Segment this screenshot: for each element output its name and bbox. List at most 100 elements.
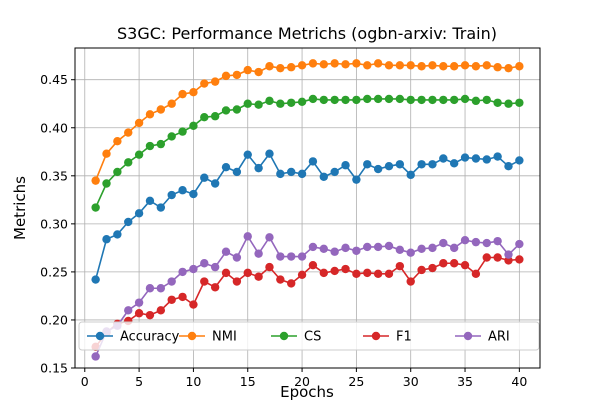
data-point <box>124 158 133 167</box>
data-point <box>319 172 328 181</box>
data-point <box>406 248 415 257</box>
series-line <box>94 98 520 208</box>
data-point <box>428 160 437 169</box>
data-point <box>210 112 220 121</box>
legend-box <box>78 321 540 351</box>
data-point <box>178 292 187 302</box>
data-point <box>373 94 383 104</box>
chart-title: S3GC: Performance Metrichs (ogbn-arxiv: … <box>117 24 497 43</box>
data-point <box>102 235 111 244</box>
legend-item: NMI <box>179 330 237 345</box>
legend-item: CS <box>271 330 321 345</box>
data-point <box>515 255 524 264</box>
data-point <box>265 96 274 106</box>
y-tick-label: 0.35 <box>40 168 68 183</box>
legend-marker <box>371 331 381 341</box>
x-tick-label: 15 <box>240 374 256 389</box>
data-point <box>319 60 328 69</box>
data-point <box>363 160 372 169</box>
data-point <box>156 105 166 114</box>
data-point <box>145 141 155 151</box>
data-point <box>297 97 307 107</box>
legend-item: Accuracy <box>87 330 180 345</box>
data-point <box>189 189 198 199</box>
data-point <box>373 59 383 68</box>
data-point <box>395 245 405 255</box>
data-point <box>449 95 459 105</box>
data-point <box>504 250 513 259</box>
data-point <box>439 259 448 268</box>
data-point <box>428 61 437 70</box>
x-tick-label: 25 <box>348 374 364 389</box>
data-point <box>210 262 220 272</box>
data-point <box>254 67 263 77</box>
data-point <box>145 310 155 320</box>
data-point <box>352 59 361 68</box>
data-point <box>124 217 133 227</box>
data-point <box>493 98 502 107</box>
data-point <box>330 59 339 68</box>
data-point <box>156 284 166 293</box>
data-point <box>297 61 307 70</box>
data-point <box>167 277 176 286</box>
data-point <box>232 277 242 286</box>
data-point <box>515 156 524 165</box>
y-tick-label: 0.40 <box>40 120 68 135</box>
data-point <box>200 173 209 182</box>
data-point <box>287 63 296 72</box>
data-point <box>200 112 209 122</box>
data-point <box>91 176 100 185</box>
data-point <box>439 154 448 163</box>
data-point <box>515 62 524 71</box>
data-point <box>134 150 144 159</box>
data-point <box>504 99 513 108</box>
data-point <box>254 163 263 173</box>
data-point <box>178 267 187 277</box>
data-point <box>276 63 285 73</box>
data-point <box>330 247 339 256</box>
data-point <box>417 95 426 105</box>
data-point <box>363 61 372 70</box>
legend-label: NMI <box>212 330 237 345</box>
data-point <box>265 233 274 242</box>
data-point <box>493 253 502 262</box>
data-point <box>515 98 524 107</box>
data-point <box>504 256 513 265</box>
data-point <box>352 95 361 105</box>
series-line <box>95 256 520 348</box>
data-point <box>308 157 318 166</box>
data-point <box>254 249 263 258</box>
x-axis-label: Epochs <box>280 383 334 400</box>
data-point <box>406 61 415 70</box>
data-point <box>493 63 502 72</box>
data-point <box>417 62 426 71</box>
series-accuracy <box>91 149 524 284</box>
data-point <box>341 60 350 69</box>
series-line <box>94 234 520 357</box>
series-ari <box>91 232 524 361</box>
data-point <box>167 190 176 200</box>
data-point <box>200 277 209 286</box>
data-point <box>384 61 394 70</box>
data-point <box>156 306 166 315</box>
data-point <box>308 260 318 270</box>
data-point <box>352 269 361 279</box>
data-point <box>254 100 263 109</box>
series-line <box>94 62 520 181</box>
data-point <box>471 237 481 247</box>
x-tick-label: 0 <box>81 374 89 389</box>
data-point <box>341 264 350 274</box>
data-point <box>482 61 491 70</box>
data-point <box>395 160 405 169</box>
data-point <box>406 277 415 286</box>
data-point <box>471 154 481 163</box>
data-point <box>363 94 372 104</box>
data-point <box>113 230 122 239</box>
data-point <box>200 259 209 268</box>
data-point <box>297 169 307 179</box>
data-point <box>287 98 296 107</box>
data-point <box>439 238 448 248</box>
data-point <box>232 253 242 262</box>
data-point <box>254 272 263 281</box>
data-point <box>308 59 318 68</box>
